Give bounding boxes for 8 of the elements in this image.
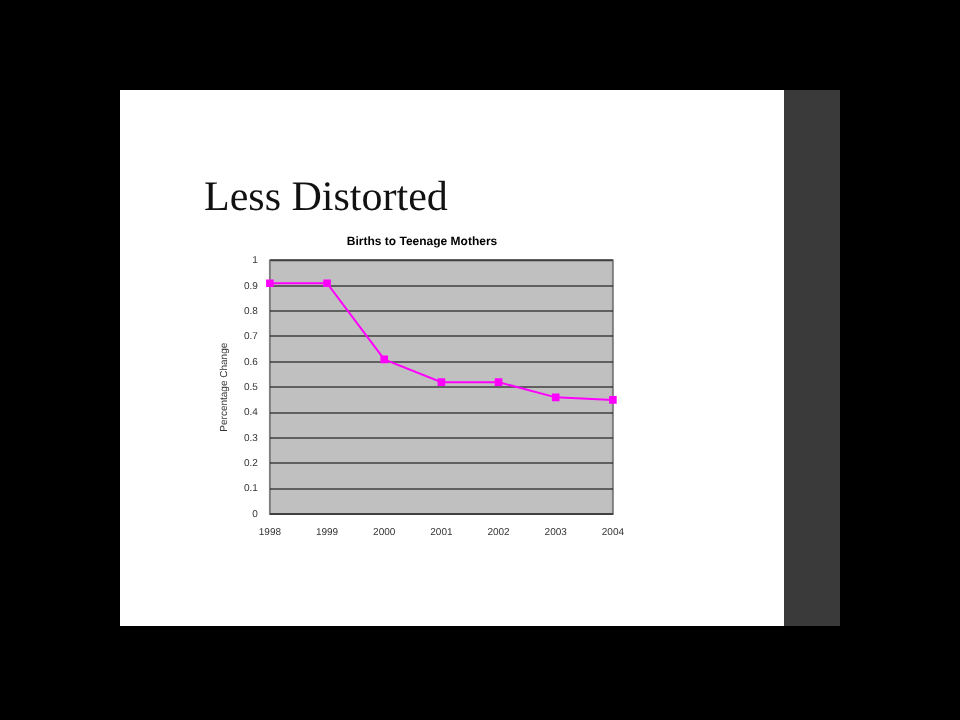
text: Less Distorted (204, 172, 448, 222)
point (609, 396, 617, 404)
point (437, 378, 446, 386)
point (323, 279, 331, 288)
point (266, 279, 274, 288)
point (494, 378, 503, 386)
point (380, 355, 389, 364)
point (551, 393, 560, 402)
